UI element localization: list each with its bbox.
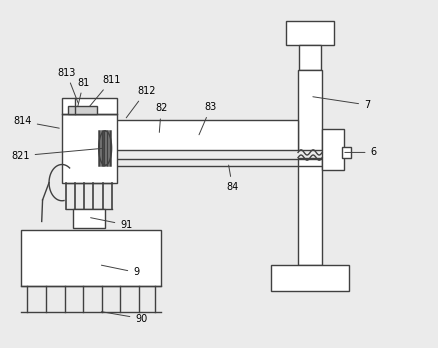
Bar xyxy=(68,106,96,113)
Text: 6: 6 xyxy=(344,148,376,157)
Bar xyxy=(62,113,117,183)
Bar xyxy=(297,70,321,150)
Bar xyxy=(297,158,321,264)
Bar xyxy=(299,45,320,70)
Text: 811: 811 xyxy=(89,75,120,106)
Text: 82: 82 xyxy=(155,103,167,132)
Bar xyxy=(62,98,117,113)
Bar xyxy=(73,209,105,228)
Bar xyxy=(21,230,161,286)
Text: 813: 813 xyxy=(57,68,78,103)
Text: 814: 814 xyxy=(14,116,59,128)
Bar xyxy=(321,129,343,170)
Bar xyxy=(341,147,350,158)
Text: 81: 81 xyxy=(77,78,89,106)
Bar xyxy=(286,21,333,45)
Text: 91: 91 xyxy=(90,218,132,230)
Text: 84: 84 xyxy=(226,165,238,192)
Text: 821: 821 xyxy=(11,148,102,161)
Text: 7: 7 xyxy=(312,97,370,110)
Text: 83: 83 xyxy=(198,102,216,135)
Text: 90: 90 xyxy=(101,312,147,324)
Bar xyxy=(111,120,297,150)
Text: 9: 9 xyxy=(101,265,139,277)
Text: 812: 812 xyxy=(126,86,155,118)
Bar xyxy=(271,264,348,291)
